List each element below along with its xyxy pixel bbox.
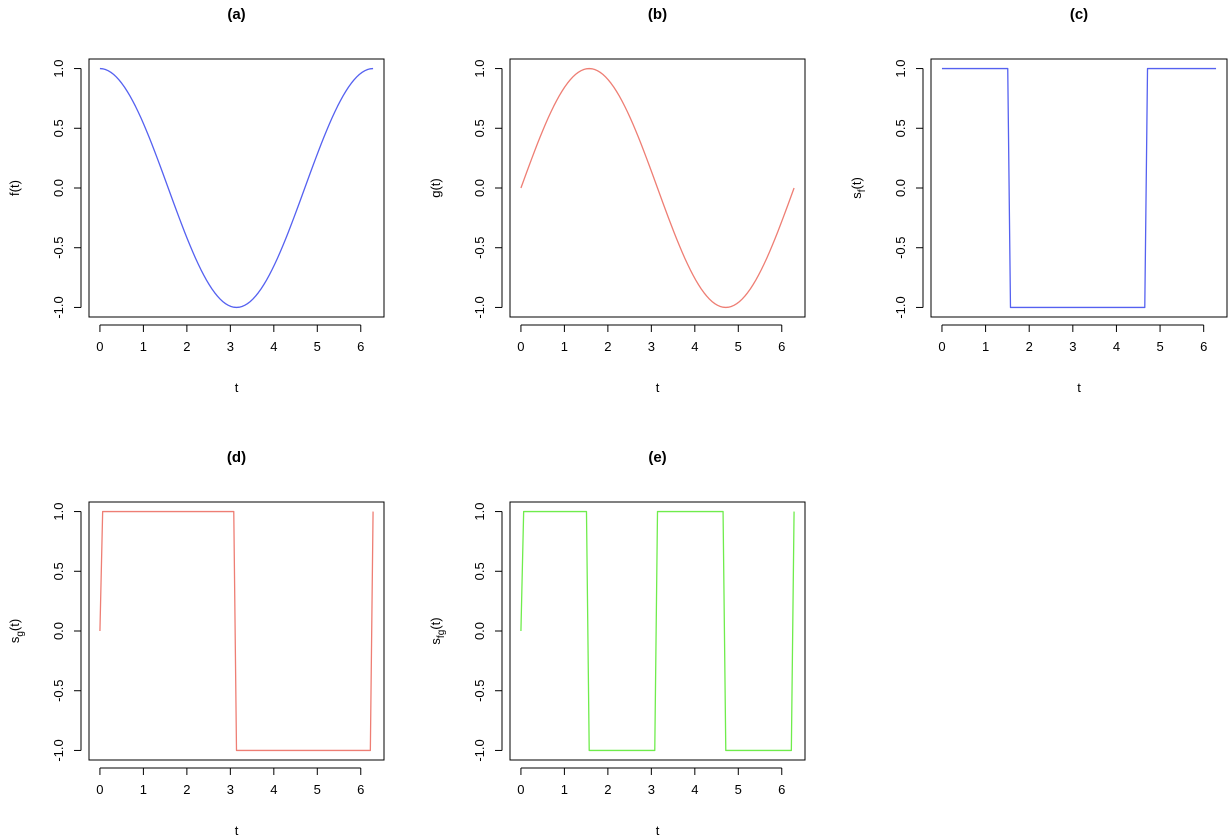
y-tick-label: -0.5	[893, 237, 908, 259]
y-tick-label: 0.5	[51, 119, 66, 137]
y-axis-label: f(t)	[7, 180, 22, 196]
plot-frame	[509, 501, 806, 761]
x-tick-label: 1	[140, 782, 147, 797]
x-tick-label: 3	[227, 782, 234, 797]
x-tick-label: 5	[314, 339, 321, 354]
x-tick-label: 0	[96, 339, 103, 354]
y-tick-label: -1.0	[472, 739, 487, 761]
panel-title: (a)	[227, 6, 245, 23]
x-tick-label: 2	[183, 339, 190, 354]
series-line	[520, 67, 795, 309]
y-tick-label: -1.0	[51, 296, 66, 318]
y-axis-label: g(t)	[428, 178, 443, 198]
x-tick-label: 5	[314, 782, 321, 797]
x-tick-label: 2	[604, 782, 611, 797]
x-tick-label: 4	[270, 339, 277, 354]
x-tick-label: 0	[517, 339, 524, 354]
x-tick-label: 1	[561, 782, 568, 797]
y-axis-label: sfg(t)	[428, 617, 447, 644]
y-tick-label: -1.0	[893, 296, 908, 318]
x-tick-label: 6	[778, 339, 785, 354]
panel-b: (b) 0 1 2 3 4 5 6 -1.0 -0.5 0.0 0.5 1.0 t g(t)	[428, 6, 806, 395]
x-axis-label: t	[235, 823, 239, 837]
panel-title: (b)	[648, 6, 667, 23]
x-tick-label: 2	[183, 782, 190, 797]
x-tick-label: 6	[1200, 339, 1207, 354]
plot-frame	[88, 58, 385, 318]
y-tick-label: -0.5	[51, 680, 66, 702]
panel-e: (e) 0 1 2 3 4 5 6 -1.0 -0.5 0.0 0.5 1.0 t sfg(t)	[428, 449, 806, 837]
panel-title: (c)	[1070, 6, 1088, 23]
x-tick-label: 4	[691, 339, 698, 354]
y-tick-label: 0.5	[51, 562, 66, 580]
x-tick-label: 0	[517, 782, 524, 797]
y-tick-label: -0.5	[472, 237, 487, 259]
y-tick-label: 1.0	[472, 503, 487, 521]
x-tick-label: 0	[96, 782, 103, 797]
y-tick-label: 0.0	[893, 179, 908, 197]
x-axis-label: t	[235, 380, 239, 395]
y-tick-label: -0.5	[472, 680, 487, 702]
x-tick-label: 4	[691, 782, 698, 797]
x-tick-label: 3	[1069, 339, 1076, 354]
x-tick-label: 4	[270, 782, 277, 797]
y-tick-label: 1.0	[51, 503, 66, 521]
x-tick-label: 0	[938, 339, 945, 354]
x-tick-label: 6	[357, 339, 364, 354]
y-tick-label: 0.5	[893, 119, 908, 137]
y-tick-label: -0.5	[51, 237, 66, 259]
x-tick-label: 5	[735, 339, 742, 354]
plot-frame	[88, 501, 385, 761]
y-tick-label: 0.5	[472, 119, 487, 137]
y-tick-label: -1.0	[472, 296, 487, 318]
panel-c: (c) 0 1 2 3 4 5 6 -1.0 -0.5 0.0 0.5 1.0 t sf(t)	[849, 6, 1228, 395]
x-axis-label: t	[1077, 380, 1081, 395]
panel-d: (d) 0 1 2 3 4 5 6 -1.0 -0.5 0.0 0.5 1.0 t sg(t)	[7, 449, 385, 837]
series-line	[99, 67, 374, 309]
y-axis-label: sf(t)	[849, 177, 868, 199]
x-tick-label: 3	[227, 339, 234, 354]
series-line	[941, 67, 1217, 309]
x-tick-label: 1	[982, 339, 989, 354]
x-tick-label: 6	[778, 782, 785, 797]
y-tick-label: 1.0	[472, 60, 487, 78]
x-tick-label: 3	[648, 339, 655, 354]
y-tick-label: 1.0	[51, 60, 66, 78]
x-axis-label: t	[656, 380, 660, 395]
plot-frame	[509, 58, 806, 318]
y-tick-label: 0.5	[472, 562, 487, 580]
x-tick-label: 6	[357, 782, 364, 797]
plot-frame	[930, 58, 1228, 318]
x-tick-label: 5	[735, 782, 742, 797]
x-tick-label: 1	[561, 339, 568, 354]
x-tick-label: 1	[140, 339, 147, 354]
x-tick-label: 5	[1156, 339, 1163, 354]
x-tick-label: 4	[1113, 339, 1120, 354]
panel-title: (d)	[227, 449, 246, 466]
series-line	[520, 510, 795, 752]
panel-a: (a) 0 1 2 3 4 5 6 -1.0 -0.5 0.0 0.5 1.0 t f(t)	[7, 6, 385, 395]
y-tick-label: -1.0	[51, 739, 66, 761]
x-tick-label: 2	[604, 339, 611, 354]
y-tick-label: 0.0	[51, 179, 66, 197]
y-tick-label: 1.0	[893, 60, 908, 78]
y-axis-label: sg(t)	[7, 619, 26, 643]
series-line	[99, 510, 374, 752]
y-tick-label: 0.0	[51, 622, 66, 640]
y-tick-label: 0.0	[472, 622, 487, 640]
x-tick-label: 2	[1026, 339, 1033, 354]
panel-title: (e)	[648, 449, 666, 466]
x-axis-label: t	[656, 823, 660, 837]
x-tick-label: 3	[648, 782, 655, 797]
y-tick-label: 0.0	[472, 179, 487, 197]
